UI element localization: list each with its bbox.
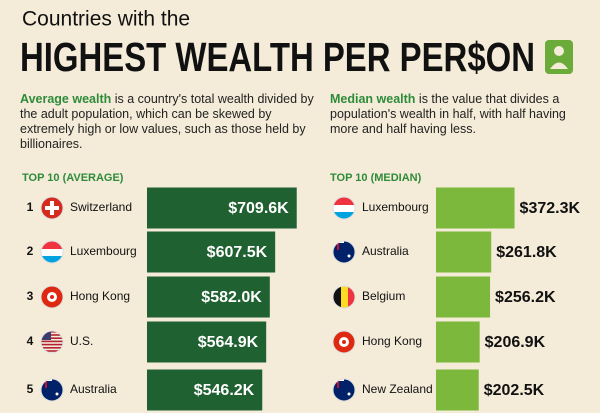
description-text: is the value that divides a population's… bbox=[330, 92, 566, 136]
flag-part bbox=[45, 379, 47, 388]
value-label: $709.6K bbox=[228, 200, 289, 217]
value-label: $256.2K bbox=[495, 289, 556, 306]
category-label: Belgium bbox=[362, 289, 405, 303]
bar bbox=[147, 231, 276, 273]
category-label: Australia bbox=[362, 244, 409, 258]
flag-part bbox=[41, 331, 63, 333]
chart-title: TOP 10 (AVERAGE) bbox=[22, 172, 124, 184]
flag-ring bbox=[40, 378, 64, 402]
rank: 3 bbox=[27, 289, 34, 303]
value-label: $202.5K bbox=[484, 382, 545, 399]
flag-ring bbox=[332, 240, 356, 264]
flag bbox=[333, 331, 355, 353]
person-icon bbox=[545, 40, 573, 74]
title-line1: Countries with the bbox=[22, 8, 190, 31]
description: Median wealth is the value that divides … bbox=[330, 92, 590, 137]
value-label: $261.8K bbox=[496, 244, 557, 261]
value-label: $564.9K bbox=[198, 334, 259, 351]
flag-part bbox=[41, 249, 63, 256]
flag-part bbox=[41, 343, 63, 346]
flag-ring bbox=[40, 240, 64, 264]
category-label: U.S. bbox=[70, 334, 93, 348]
bar bbox=[436, 369, 479, 411]
flag-part bbox=[41, 241, 63, 249]
flag-part bbox=[41, 256, 63, 263]
bar bbox=[147, 369, 263, 411]
flag-part bbox=[342, 340, 346, 344]
flag bbox=[41, 241, 63, 263]
flag-part bbox=[45, 206, 59, 210]
flag-part bbox=[348, 286, 355, 308]
bar bbox=[436, 321, 480, 363]
category-label: New Zealand bbox=[362, 382, 433, 396]
flag-part bbox=[50, 295, 54, 299]
flag-ring bbox=[332, 330, 356, 354]
flag-part bbox=[333, 205, 355, 212]
rank: 4 bbox=[27, 334, 34, 348]
description: Average wealth is a country's total weal… bbox=[20, 92, 320, 152]
value-label: $546.2K bbox=[194, 382, 255, 399]
bar bbox=[147, 321, 267, 363]
category-label: Australia bbox=[70, 382, 117, 396]
flag-part bbox=[337, 241, 339, 250]
category-label: Hong Kong bbox=[362, 334, 422, 348]
flag-part bbox=[333, 286, 341, 308]
flag-ring bbox=[332, 378, 356, 402]
description-term: Average wealth bbox=[20, 92, 112, 106]
flag-ring bbox=[332, 285, 356, 309]
flag-part bbox=[333, 212, 355, 219]
flag-ring bbox=[40, 330, 64, 354]
bar bbox=[147, 276, 270, 318]
rank: 2 bbox=[27, 244, 34, 258]
value-label: $206.9K bbox=[485, 334, 546, 351]
rank: 1 bbox=[27, 200, 34, 214]
description-term: Median wealth bbox=[330, 92, 416, 106]
flag bbox=[41, 331, 63, 352]
rank: 5 bbox=[27, 382, 34, 396]
chart-title: TOP 10 (MEDIAN) bbox=[330, 172, 422, 184]
flag-part bbox=[41, 340, 63, 343]
flag-part bbox=[55, 392, 59, 396]
value-label: $582.0K bbox=[201, 289, 262, 306]
flag-part bbox=[41, 347, 63, 349]
category-label: Luxembourg bbox=[70, 244, 137, 258]
flag-ring bbox=[40, 285, 64, 309]
category-label: Hong Kong bbox=[70, 289, 130, 303]
title-line2: HIGHEST WEALTH PER PER$ON bbox=[20, 34, 535, 80]
value-label: $372.3K bbox=[520, 200, 581, 217]
flag-part bbox=[41, 331, 51, 340]
flag bbox=[333, 286, 355, 308]
description-text: is a country's total wealth divided by t… bbox=[20, 92, 314, 151]
flag bbox=[333, 197, 355, 219]
flag-part bbox=[41, 337, 63, 339]
flag-part bbox=[341, 286, 348, 308]
flag bbox=[41, 197, 63, 219]
flag-part bbox=[347, 392, 351, 396]
category-label: Luxembourg bbox=[362, 200, 429, 214]
flag-part bbox=[41, 334, 63, 336]
value-label: $607.5K bbox=[207, 244, 268, 261]
flag-part bbox=[337, 379, 339, 388]
bar bbox=[436, 231, 492, 273]
flag-ring bbox=[40, 196, 64, 220]
flag bbox=[41, 286, 63, 308]
category-label: Switzerland bbox=[70, 200, 132, 214]
flag-part bbox=[41, 350, 63, 352]
flag-ring bbox=[332, 196, 356, 220]
bar bbox=[147, 187, 297, 229]
bar bbox=[436, 187, 515, 229]
flag-part bbox=[333, 197, 355, 205]
bar bbox=[436, 276, 491, 318]
flag-part bbox=[347, 254, 351, 258]
